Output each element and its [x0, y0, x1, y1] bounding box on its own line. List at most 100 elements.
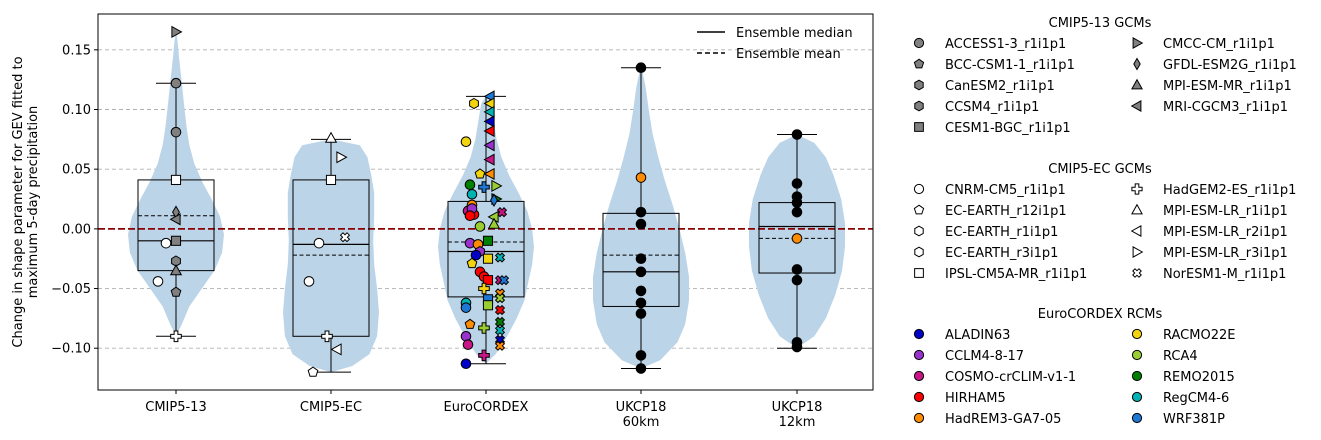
data-point: [791, 197, 803, 208]
legend-label: IPSL-CM5A-MR_r1i1p1: [945, 267, 1087, 282]
legend-label: MPI-ESM-MR_r1i1p1: [1163, 79, 1292, 94]
data-point: [171, 25, 183, 39]
data-point: [478, 181, 490, 193]
data-point: [170, 286, 182, 297]
data-point: [169, 213, 181, 226]
legend-label: CCSM4_r1i1p1: [945, 100, 1039, 115]
x-tick-label: 60km: [623, 415, 660, 430]
data-point: [330, 343, 342, 356]
legend-marker: [913, 370, 925, 382]
data-point: [498, 275, 510, 286]
data-point: [474, 168, 486, 179]
legend-marker: [1132, 268, 1142, 278]
legend-marker: [1131, 183, 1143, 195]
violin: [593, 67, 689, 369]
data-point: [464, 318, 476, 329]
y-tick-label: −0.10: [51, 342, 91, 357]
data-point: [791, 129, 803, 140]
legend-label: CNRM-CM5_r1i1p1: [945, 183, 1066, 198]
data-point: [494, 252, 506, 263]
model-points: [152, 25, 803, 377]
data-point: [791, 206, 803, 218]
legend-marker: [1133, 57, 1141, 71]
model-legend: CMIP5-13 GCMs ACCESS1-3_r1i1p1 BCC-CSM1-1_…: [913, 16, 1297, 427]
legend-marker: [1131, 78, 1143, 90]
data-point: [160, 237, 172, 249]
data-point: [478, 322, 490, 334]
legend-marker: [1131, 370, 1143, 382]
data-point: [152, 276, 164, 287]
legend-marker: [914, 246, 924, 258]
data-point: [170, 77, 182, 89]
data-point: [496, 206, 508, 218]
data-point: [482, 253, 494, 264]
legend-label: RACMO22E: [1163, 328, 1235, 343]
legend-marker: [914, 225, 924, 237]
y-axis-label: Change in shape parameter for GEV fitted…: [11, 56, 41, 347]
data-point: [483, 105, 495, 119]
legend-label: BCC-CSM1-1_r1i1p1: [945, 58, 1075, 73]
legend-marker: [1131, 328, 1143, 340]
legend-label: CCLM4-8-17: [945, 349, 1024, 364]
inner-legend-label: Ensemble mean: [736, 47, 841, 62]
data-point: [494, 304, 506, 316]
data-point: [791, 178, 803, 189]
legend-section-title: CMIP5-13 GCMs: [1049, 16, 1152, 31]
data-point: [321, 330, 333, 343]
x-tick-label: EuroCORDEX: [444, 400, 529, 415]
data-point: [303, 276, 315, 287]
data-point: [487, 217, 501, 229]
legend-label: MPI-ESM-LR_r1i1p1: [1163, 204, 1288, 219]
data-point: [494, 325, 506, 336]
legend-label: ACCESS1-3_r1i1p1: [945, 37, 1066, 52]
legend-label: GFDL-ESM2G_r1i1p1: [1163, 58, 1297, 73]
legend-marker: [1132, 37, 1144, 49]
x-tick-label: UKCP18: [616, 400, 667, 415]
data-point: [466, 257, 478, 269]
legend-label: MPI-ESM-LR_r3i1p1: [1163, 246, 1288, 261]
data-point: [474, 221, 486, 232]
data-point: [170, 330, 182, 343]
legend-label: ALADIN63: [945, 328, 1010, 343]
legend-marker: [914, 79, 924, 91]
data-point: [169, 264, 183, 276]
legend-label: HIRHAM5: [945, 391, 1006, 406]
data-point: [478, 282, 490, 295]
x-tick-label: 12km: [779, 415, 816, 430]
y-tick-label: 0.15: [62, 43, 91, 58]
legend-section-title: EuroCORDEX RCMs: [1038, 307, 1163, 322]
data-point: [307, 366, 319, 377]
data-point: [635, 266, 647, 278]
legend-marker: [1130, 225, 1142, 237]
legend-marker: [913, 37, 925, 49]
legend-marker: [1130, 100, 1142, 112]
legend-label: RCA4: [1163, 349, 1198, 364]
data-point: [791, 341, 803, 353]
data-point: [324, 131, 338, 143]
data-point: [494, 292, 506, 304]
y-tick-label: 0.10: [62, 103, 91, 118]
data-point: [466, 188, 478, 200]
legend-marker: [913, 204, 925, 215]
legend-marker: [1131, 203, 1143, 215]
data-point: [460, 302, 472, 313]
y-tick-label: 0.00: [62, 222, 91, 237]
data-point: [460, 136, 472, 148]
data-point: [464, 210, 476, 222]
legend-label: COSMO-crCLIM-v1-1: [945, 370, 1076, 385]
legend-section-title: CMIP5-EC GCMs: [1048, 162, 1152, 177]
y-tick-label: 0.05: [62, 163, 91, 178]
legend-marker: [913, 349, 925, 361]
data-point: [791, 233, 803, 244]
legend-marker: [1131, 349, 1143, 361]
data-point: [336, 151, 348, 164]
legend-marker: [1132, 246, 1144, 258]
data-point: [462, 339, 474, 350]
legend-label: REMO2015: [1163, 370, 1235, 385]
data-point: [483, 139, 495, 152]
data-point: [491, 179, 503, 193]
data-point: [483, 124, 495, 138]
legend-label: WRF381P: [1163, 412, 1225, 427]
x-tick-label: CMIP5-13: [145, 400, 206, 415]
